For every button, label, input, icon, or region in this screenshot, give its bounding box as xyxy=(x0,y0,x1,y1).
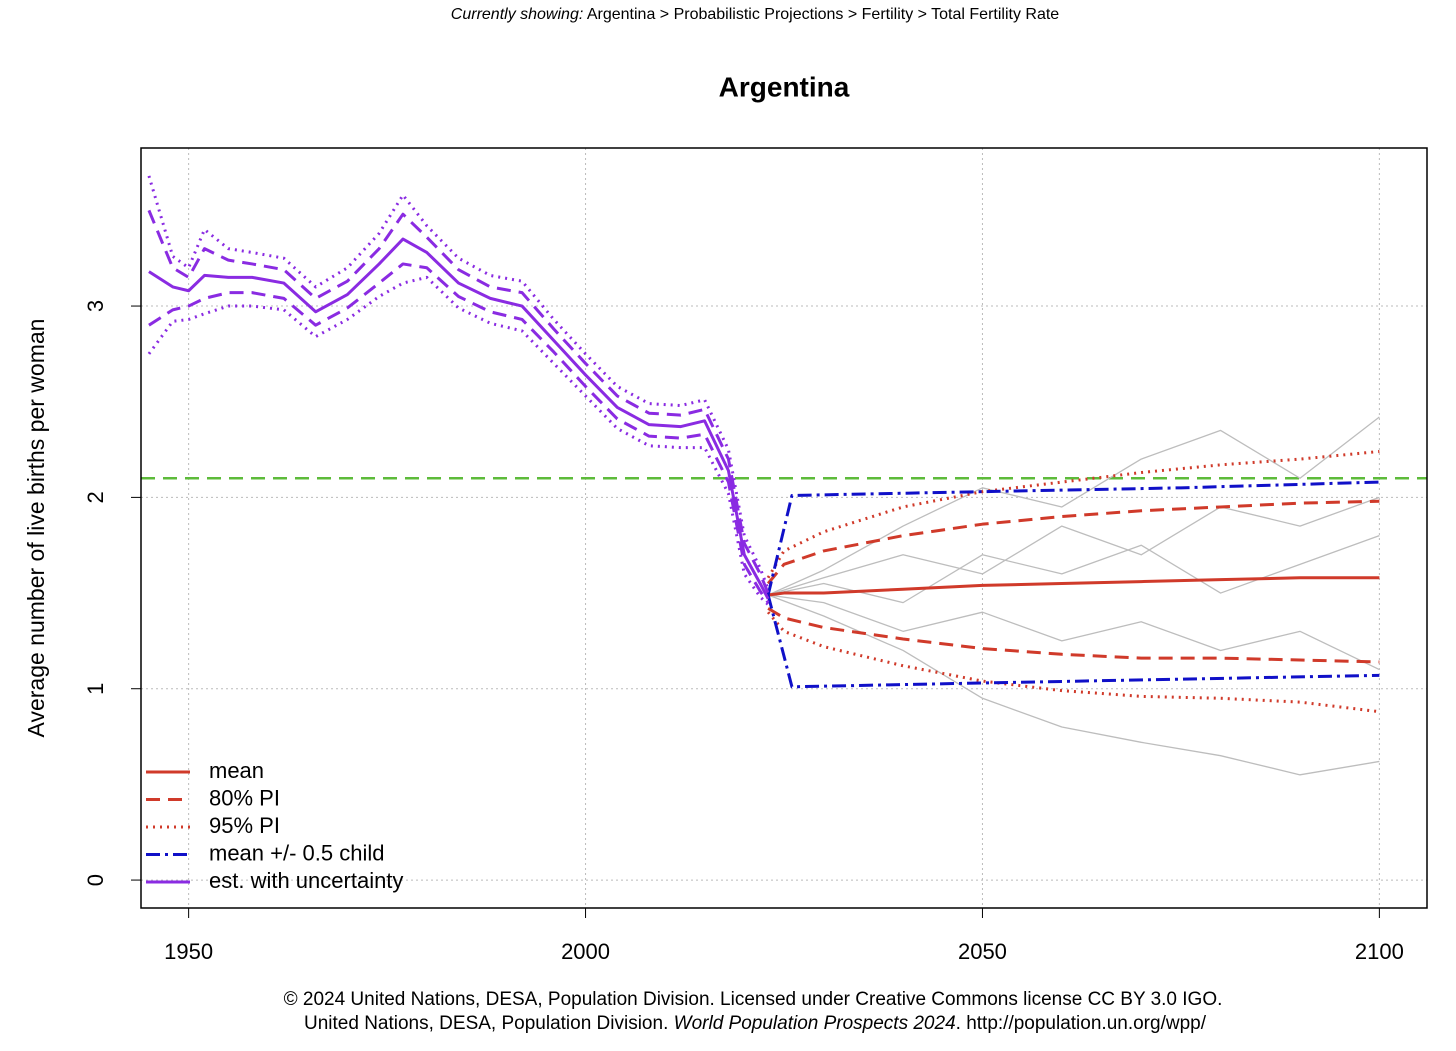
plot-area: 1950 2000 2050 2100 0 1 2 3 xyxy=(83,148,1427,964)
plot-frame xyxy=(140,147,1428,909)
y-tick-label: 2 xyxy=(83,491,108,503)
footer-end: . http://population.un.org/wpp/ xyxy=(956,1013,1207,1034)
footer-line2: United Nations, DESA, Population Divisio… xyxy=(304,1013,1207,1034)
footer-line1: © 2024 United Nations, DESA, Population … xyxy=(284,989,1223,1010)
series-line xyxy=(148,262,770,604)
y-tick-label: 3 xyxy=(83,300,108,312)
series-line xyxy=(767,576,1380,597)
x-tick-label: 2100 xyxy=(1355,939,1404,964)
footer-italic: World Population Prospects 2024 xyxy=(674,1013,956,1034)
series-line xyxy=(766,499,1380,585)
series-line xyxy=(768,594,1380,671)
legend-label: mean xyxy=(209,758,264,783)
x-tick-label: 1950 xyxy=(164,939,213,964)
series-line xyxy=(767,416,1380,596)
series-line xyxy=(147,175,770,590)
legend-label: 95% PI xyxy=(209,813,280,838)
header-path: Argentina > Probabilistic Projections > … xyxy=(587,6,1059,23)
series-line xyxy=(767,496,1380,596)
y-tick-label: 0 xyxy=(83,874,108,886)
series-line xyxy=(766,594,1380,689)
x-tick-label: 2000 xyxy=(561,939,610,964)
header-label: Currently showing: xyxy=(451,6,584,23)
series-line xyxy=(148,237,770,600)
series-line xyxy=(147,275,770,606)
legend-label: mean +/- 0.5 child xyxy=(209,840,384,865)
header: Currently showing: Argentina > Probabili… xyxy=(451,6,1060,23)
legend-label: est. with uncertainty xyxy=(209,868,403,893)
series-line xyxy=(766,449,1380,579)
chart-title: Argentina xyxy=(719,71,850,102)
y-tick-label: 1 xyxy=(83,683,108,695)
x-tick-label: 2050 xyxy=(958,939,1007,964)
footer-start: United Nations, DESA, Population Divisio… xyxy=(304,1013,668,1034)
legend-label: 80% PI xyxy=(209,785,280,810)
series-line xyxy=(767,607,1380,664)
series-line xyxy=(147,209,770,594)
series-line xyxy=(767,535,1380,604)
series-line xyxy=(766,611,1380,714)
series-line xyxy=(767,594,1380,776)
y-axis-label: Average number of live births per woman xyxy=(23,319,49,738)
